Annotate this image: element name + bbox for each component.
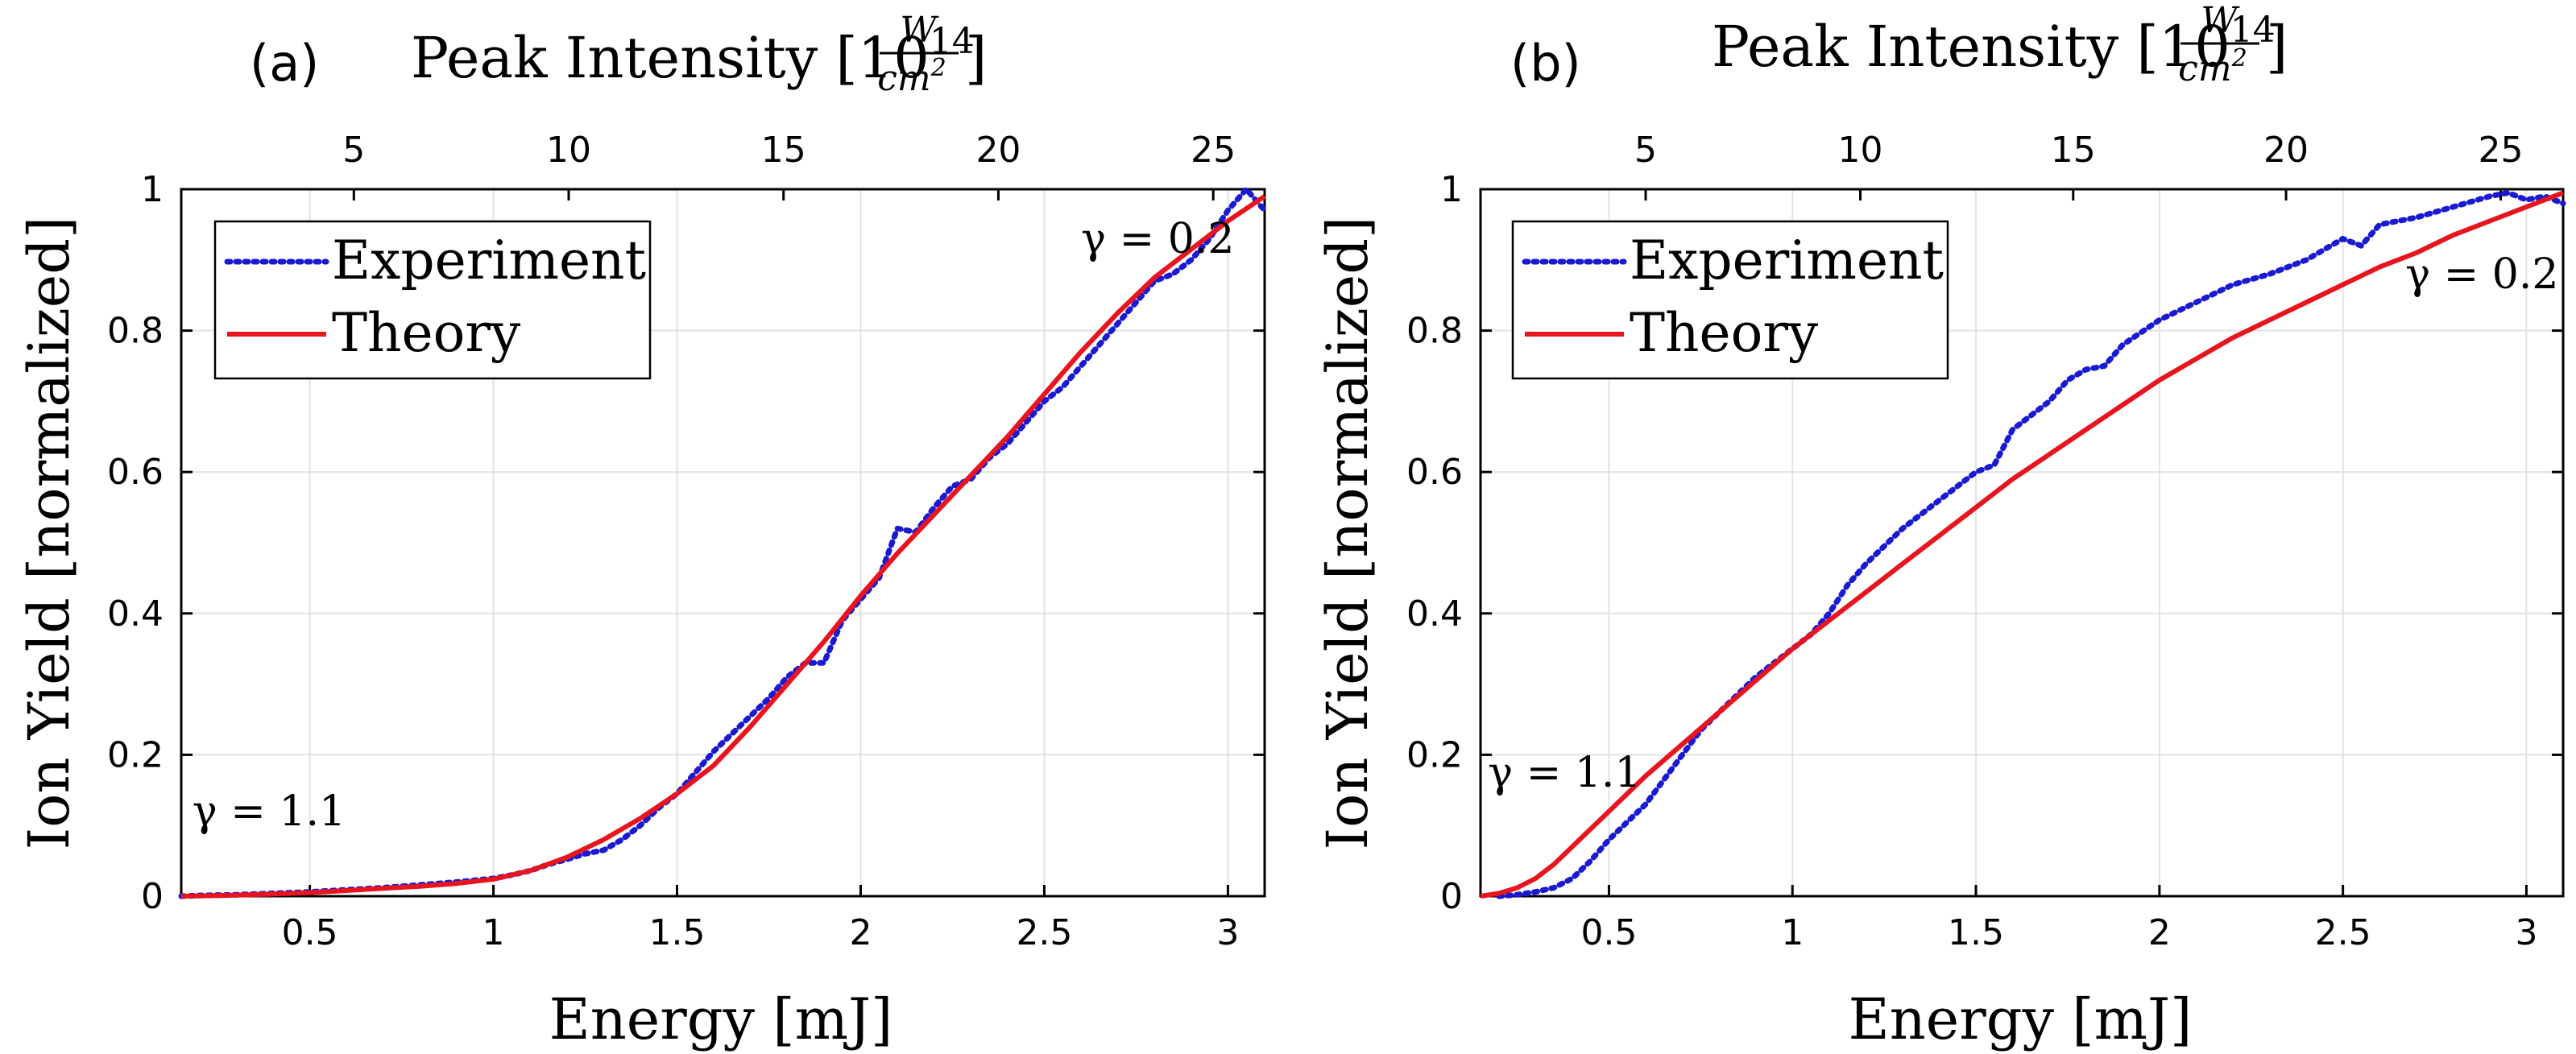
panel-b-y-tick-label-1: 0.2	[1406, 734, 1463, 775]
panel-a-annotation-gamma-low: γ = 1.1	[193, 787, 346, 836]
panel-a-legend-theory-label: Theory	[332, 302, 521, 364]
panel-b-ticks	[1481, 188, 2563, 898]
panel-b-annotation-gamma-high: γ = 0.2	[2405, 250, 2558, 299]
panel-a-y-tick-label-5: 1	[141, 169, 164, 210]
panel-b: 0.5 1 1.5 2 2.5 3 0 0.2 0.4 0.6 0.8 1 5 10 15 20 25 (b…	[1315, 0, 2566, 1052]
panel-b-y-tick-label-2: 0.4	[1406, 593, 1463, 634]
panel-a-legend: Experiment Theory	[213, 220, 652, 380]
panel-a-frac-den-base: cm	[877, 58, 930, 99]
panel-a: 0.5 1 1.5 2 2.5 3 0 0.2 0.4 0.6 0.8 1 5 10 15 20 25 (a…	[16, 10, 1268, 1052]
panel-a-frac-denominator: cm2	[877, 54, 946, 99]
panel-b-legend-box	[1511, 220, 1949, 380]
panel-b-top-tick-label-3: 20	[2263, 130, 2309, 171]
panel-a-x-tick-label-3: 2	[849, 912, 872, 953]
panel-b-y-tick-label-0: 0	[1440, 876, 1463, 917]
panel-b-y-tick-labels: 0 0.2 0.4 0.6 0.8 1	[1406, 169, 1463, 917]
panel-b-top-tick-label-2: 15	[2051, 130, 2096, 171]
panel-a-top-tick-label-0: 5	[342, 130, 365, 171]
panel-a-y-axis-label: Ion Yield [normalized]	[16, 217, 82, 850]
panel-b-series-experiment-line	[1496, 189, 2566, 899]
panel-b-legend-theory-label: Theory	[1630, 302, 1819, 364]
panel-a-y-tick-label-2: 0.4	[107, 593, 164, 634]
panel-b-x-tick-label-5: 3	[2515, 912, 2537, 953]
panel-a-x-tick-label-0: 0.5	[282, 912, 338, 953]
panel-b-y-tick-label-3: 0.6	[1406, 452, 1463, 493]
panel-a-x-tick-labels: 0.5 1 1.5 2 2.5 3	[282, 912, 1240, 953]
panel-b-top-title-suffix: ]	[2266, 14, 2288, 80]
panel-a-top-title-fraction: W cm2	[877, 10, 959, 99]
panel-b-frac-den-exp: 2	[2231, 44, 2247, 72]
panel-b-x-tick-label-1: 1	[1781, 912, 1804, 953]
panel-b-y-tick-label-4: 0.8	[1406, 311, 1463, 352]
panel-b-frac-den-base: cm	[2178, 48, 2231, 89]
panel-a-y-tick-labels: 0 0.2 0.4 0.6 0.8 1	[107, 169, 164, 917]
panel-a-top-tick-label-4: 25	[1191, 130, 1236, 171]
panel-a-x-tick-label-1: 1	[482, 912, 505, 953]
panel-b-label: (b)	[1510, 34, 1581, 93]
panel-b-x-tick-label-2: 1.5	[1948, 912, 2004, 953]
panel-b-top-tick-label-1: 10	[1838, 130, 1883, 171]
panel-a-legend-box	[213, 220, 652, 380]
panel-b-top-title-fraction: W cm2	[2178, 0, 2259, 89]
panel-a-y-tick-label-3: 0.6	[107, 452, 164, 493]
panel-b-x-tick-label-0: 0.5	[1580, 912, 1637, 953]
panel-a-series-theory-line	[180, 194, 1266, 899]
panel-a-top-title-prefix: Peak Intensity [10	[411, 25, 930, 91]
panel-b-top-tick-label-4: 25	[2479, 130, 2524, 171]
panel-b-frac-denominator: cm2	[2178, 44, 2247, 89]
panel-b-x-axis-label: Energy [mJ]	[1849, 986, 2193, 1052]
panel-a-top-title-suffix: ]	[965, 25, 987, 91]
panel-b-series-layer	[1480, 189, 2566, 899]
panel-a-legend-experiment-label: Experiment	[332, 229, 646, 291]
panel-a-series-layer	[178, 184, 1268, 899]
panel-a-annotation-gamma-high: γ = 0.2	[1081, 215, 1234, 263]
panel-a-y-tick-label-4: 0.8	[107, 311, 164, 352]
panel-a-label: (a)	[250, 34, 319, 93]
panel-a-x-tick-label-4: 2.5	[1016, 912, 1072, 953]
panel-b-x-tick-label-4: 2.5	[2315, 912, 2371, 953]
panel-b-frac-numerator: W	[2201, 0, 2240, 41]
panel-b-top-tick-label-0: 5	[1634, 130, 1657, 171]
panel-b-legend: Experiment Theory	[1511, 220, 1949, 380]
panel-a-frac-numerator: W	[900, 10, 939, 51]
panel-a-top-title: Peak Intensity [1014	[411, 21, 975, 91]
panel-b-plot-frame	[1479, 188, 2565, 898]
panel-a-x-tick-label-2: 1.5	[649, 912, 706, 953]
panel-b-series-theory-line	[1480, 190, 2565, 899]
panel-b-y-tick-label-5: 1	[1440, 169, 1463, 210]
panel-b-annotation-gamma-low: γ = 1.1	[1488, 749, 1641, 797]
panel-b-top-tick-labels: 5 10 15 20 25	[1634, 130, 2524, 171]
panel-b-top-title: Peak Intensity [1014	[1712, 10, 2276, 80]
panel-a-top-tick-label-2: 15	[761, 130, 806, 171]
panel-a-x-axis-label: Energy [mJ]	[549, 986, 893, 1052]
panel-b-top-title-prefix: Peak Intensity [10	[1712, 14, 2230, 80]
panel-b-legend-experiment-label: Experiment	[1630, 229, 1944, 291]
panel-b-x-tick-labels: 0.5 1 1.5 2 2.5 3	[1580, 912, 2537, 953]
panel-a-x-tick-label-5: 3	[1216, 912, 1239, 953]
panel-a-top-tick-label-1: 10	[546, 130, 591, 171]
panel-b-x-tick-label-3: 2	[2148, 912, 2171, 953]
panel-a-top-title-exponent: 14	[930, 21, 975, 62]
panel-a-top-tick-labels: 5 10 15 20 25	[342, 130, 1236, 171]
panel-b-y-axis-label: Ion Yield [normalized]	[1315, 217, 1381, 850]
panel-a-top-tick-label-3: 20	[975, 130, 1021, 171]
panel-a-frac-den-exp: 2	[930, 54, 946, 82]
panel-a-y-tick-label-0: 0	[141, 876, 164, 917]
panel-a-y-tick-label-1: 0.2	[107, 734, 164, 775]
panel-a-plot-frame	[180, 188, 1266, 898]
